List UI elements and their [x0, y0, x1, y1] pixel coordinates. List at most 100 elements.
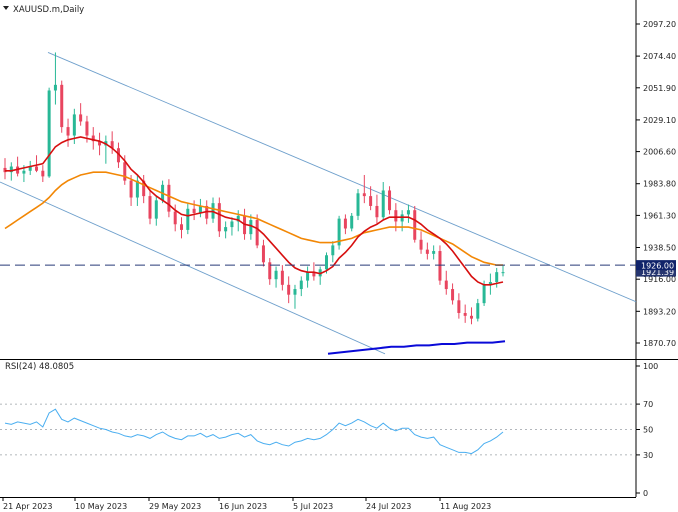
price-tick-label: 1893.20	[643, 307, 676, 316]
candle	[192, 200, 196, 221]
candle	[318, 266, 322, 285]
candle	[413, 205, 417, 243]
time-tick-label: 10 May 2023	[75, 502, 127, 511]
candle	[79, 103, 83, 126]
candle	[211, 197, 215, 223]
candle	[28, 160, 32, 175]
price-tick-label: 2074.40	[643, 52, 676, 61]
svg-text:1921.39: 1921.39	[641, 268, 674, 277]
candle	[337, 215, 341, 250]
candle	[110, 131, 114, 154]
candle	[476, 298, 480, 322]
rsi-series-line	[4, 408, 504, 455]
candle	[287, 276, 291, 304]
time-tick-label: 16 Jun 2023	[219, 502, 267, 511]
candle	[142, 174, 146, 204]
candle	[501, 265, 505, 277]
time-tick-label: 24 Jul 2023	[366, 502, 411, 511]
candle	[47, 87, 51, 178]
candles	[3, 52, 505, 325]
candle	[375, 194, 379, 225]
candle	[381, 182, 385, 221]
candle	[180, 217, 184, 239]
ma-200-line	[327, 340, 506, 355]
candle	[66, 118, 70, 147]
candle	[457, 293, 461, 319]
rsi-tick-label: 70	[643, 400, 653, 409]
candle	[343, 214, 347, 235]
time-axis-ticks: 21 Apr 2023 10 May 2023 29 May 2023 16 Jun …	[2, 497, 491, 511]
candle	[230, 217, 234, 236]
candle	[255, 214, 259, 249]
price-tick-label: 1938.50	[643, 244, 676, 253]
time-tick-label: 11 Aug 2023	[440, 502, 491, 511]
candle	[293, 284, 297, 309]
rsi-tick-label: 100	[643, 362, 658, 371]
candle	[400, 210, 404, 232]
rsi-levels	[0, 403, 636, 456]
candle	[419, 231, 423, 254]
rsi-axis-ticks: 100 70 50 30 0	[636, 362, 658, 498]
svg-text:1926.00: 1926.00	[641, 262, 674, 271]
candle	[280, 265, 284, 291]
rsi-panel[interactable]: 100 70 50 30 0 RSI(24) 48.0805	[0, 360, 658, 498]
candle	[369, 186, 373, 211]
rsi-label: RSI(24) 48.0805	[5, 362, 74, 372]
candle	[186, 203, 190, 235]
candle	[135, 174, 139, 206]
candle	[268, 258, 272, 285]
rsi-line	[4, 408, 504, 455]
candle	[249, 214, 253, 240]
trend-channel	[0, 52, 637, 355]
rsi-tick-label: 0	[643, 489, 648, 498]
price-tick-label: 2029.10	[643, 116, 676, 125]
time-tick-label: 29 May 2023	[149, 502, 201, 511]
price-axis-ticks: 2097.20 2074.40 2051.90 2029.10 2006.60 1983.…	[636, 20, 676, 348]
candle	[53, 52, 57, 105]
rsi-tick-label: 50	[643, 426, 653, 435]
candle	[148, 189, 152, 225]
moving-averages	[4, 136, 506, 355]
candle	[104, 135, 108, 164]
candle	[173, 204, 177, 232]
candle	[91, 127, 95, 150]
candle	[154, 196, 158, 226]
candle	[167, 179, 171, 218]
price-tick-label: 1916.00	[643, 275, 676, 284]
ma-short-line	[5, 136, 504, 286]
candle	[350, 213, 354, 232]
price-tick-label: 2097.20	[643, 20, 676, 29]
time-tick-label: 5 Jul 2023	[293, 502, 333, 511]
time-tick-label: 21 Apr 2023	[3, 502, 52, 511]
price-tick-label: 2006.60	[643, 148, 676, 157]
rsi-tick-label: 30	[643, 451, 653, 460]
candle	[129, 174, 133, 206]
candle	[35, 155, 39, 173]
candle	[60, 80, 64, 133]
candle	[224, 221, 228, 239]
candle	[362, 174, 366, 204]
candle	[425, 242, 429, 260]
candle	[444, 270, 448, 295]
candle	[432, 245, 436, 260]
candle	[116, 142, 120, 168]
symbol-label: XAUUSD.m,Daily	[13, 5, 84, 15]
price-label-current: 1926.00	[636, 260, 676, 271]
candle	[306, 266, 310, 288]
candle	[331, 241, 335, 263]
candle	[463, 304, 467, 323]
candle	[198, 198, 202, 218]
channel-lower-line	[0, 181, 386, 355]
collapse-arrow-icon[interactable]	[3, 6, 9, 10]
price-tick-label: 1961.30	[643, 211, 676, 220]
price-label-secondary: 1921.39	[636, 266, 676, 277]
candle	[388, 186, 392, 215]
candle	[299, 276, 303, 297]
ma-long-line	[4, 171, 503, 266]
price-tick-label: 2051.90	[643, 84, 676, 93]
main-panel[interactable]: 2097.20 2074.40 2051.90 2029.10 2006.60 1983.…	[0, 0, 676, 359]
candle	[495, 267, 499, 288]
candle	[356, 189, 360, 221]
